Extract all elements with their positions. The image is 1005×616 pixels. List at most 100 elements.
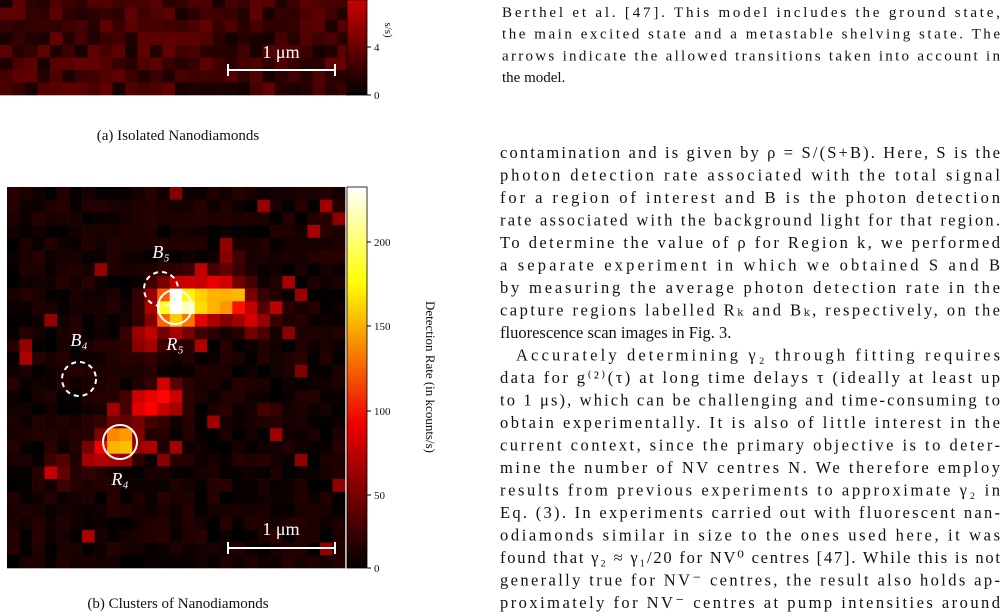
pixel	[307, 263, 321, 277]
pixel	[282, 377, 296, 391]
pixel	[19, 428, 33, 442]
pixel	[132, 212, 146, 226]
pixel	[125, 32, 138, 46]
pixel	[175, 7, 188, 21]
pixel	[269, 453, 283, 467]
pixel	[12, 32, 26, 46]
pixel	[207, 415, 221, 429]
colorbar-tick-label: 150	[374, 321, 391, 333]
pixel	[257, 187, 271, 200]
pixel	[319, 428, 333, 442]
pixel	[194, 301, 208, 315]
pixel	[157, 441, 171, 454]
pixel	[82, 187, 95, 200]
pixel	[0, 7, 13, 21]
pixel	[319, 542, 333, 556]
pixel	[219, 212, 233, 226]
pixel	[282, 301, 296, 315]
pixel	[332, 415, 346, 429]
region-label: B₅	[152, 242, 169, 262]
pixel	[332, 517, 346, 531]
pixel	[19, 402, 33, 416]
pixel	[294, 377, 308, 391]
pixel	[182, 212, 196, 226]
pixel	[50, 70, 63, 83]
pixel	[94, 364, 108, 378]
pixel	[132, 402, 146, 416]
pixel	[69, 428, 83, 442]
pixel	[19, 301, 33, 315]
pixel	[7, 212, 20, 226]
pixel	[282, 339, 296, 353]
pixel	[307, 301, 321, 315]
pixel	[57, 263, 70, 277]
pixel	[94, 415, 108, 429]
pixel	[182, 491, 196, 505]
pixel	[94, 555, 108, 569]
pixel	[282, 491, 296, 505]
body-line: current context, since the primary objec…	[500, 436, 1000, 455]
body-line: to 1 μs), which can be challenging and t…	[500, 391, 1000, 410]
pixel	[82, 517, 95, 531]
pixel	[94, 529, 108, 543]
pixel	[257, 542, 271, 556]
body-line: found that γ₂ ≈ γ₁/20 for NV⁰ centres [4…	[500, 548, 1000, 567]
pixel	[107, 225, 120, 239]
pixel	[175, 82, 188, 96]
pixel	[312, 82, 326, 96]
pixel	[157, 542, 171, 556]
pixel	[82, 453, 95, 467]
pixel	[169, 415, 183, 429]
pixel	[32, 479, 45, 493]
pixel	[294, 326, 308, 340]
pixel	[269, 314, 283, 327]
pixel	[275, 45, 288, 58]
pixel	[194, 415, 208, 429]
pixel	[69, 415, 83, 429]
pixel	[19, 529, 33, 543]
pixel	[57, 237, 70, 251]
pixel	[132, 504, 146, 518]
pixel	[282, 187, 296, 200]
pixel	[7, 504, 20, 518]
pixel	[244, 301, 258, 315]
pixel	[82, 301, 95, 315]
pixel	[250, 7, 263, 21]
pixel	[250, 20, 263, 33]
pixel	[44, 491, 58, 505]
pixel	[182, 326, 196, 340]
pixel	[94, 517, 108, 531]
pixel	[7, 263, 20, 277]
pixel	[282, 441, 296, 454]
pixel	[137, 45, 151, 58]
pixel	[187, 20, 201, 33]
pixel	[107, 301, 120, 315]
pixel	[269, 415, 283, 429]
pixel	[69, 441, 83, 454]
pixel	[82, 479, 95, 493]
pixel	[69, 301, 83, 315]
pixel	[219, 314, 233, 327]
pixel	[275, 7, 288, 21]
pixel	[194, 237, 208, 251]
pixel	[50, 0, 63, 8]
pixel	[144, 542, 158, 556]
pixel	[175, 20, 188, 33]
pixel	[69, 352, 83, 366]
pixel	[69, 402, 83, 416]
pixel	[119, 199, 133, 213]
pixel	[225, 70, 238, 83]
pixel	[44, 529, 58, 543]
pixel	[7, 301, 20, 315]
pixel	[169, 225, 183, 239]
pixel	[87, 7, 101, 21]
pixel	[32, 301, 45, 315]
pixel	[182, 402, 196, 416]
pixel	[144, 364, 158, 378]
pixel	[157, 415, 171, 429]
pixel	[12, 45, 26, 58]
pixel	[144, 250, 158, 264]
pixel	[182, 542, 196, 556]
pixel	[294, 199, 308, 213]
pixel	[44, 415, 58, 429]
